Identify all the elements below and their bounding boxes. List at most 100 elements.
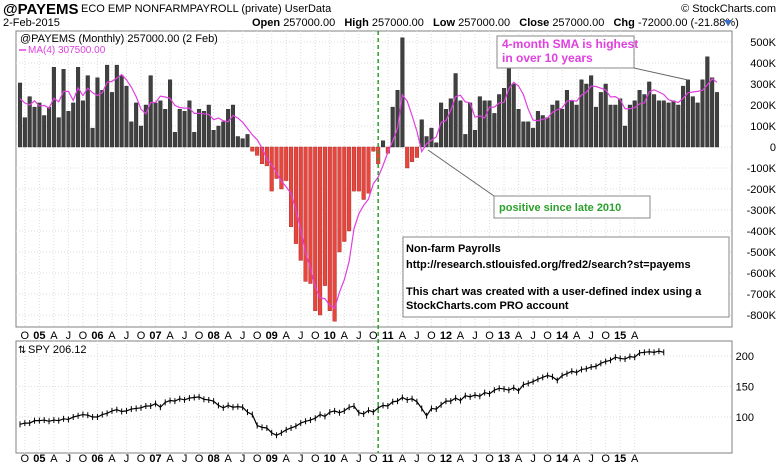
source-annotation-url: http://research.stlouisfed.org/fred2/sea… [406, 259, 691, 271]
sma-annotation-box [496, 35, 635, 69]
spy-x-tick-20: O [311, 453, 320, 465]
payroll-bar-93 [468, 102, 473, 148]
spy-x-tick-37: 14 [556, 453, 569, 465]
payroll-x-tick-1: 05 [33, 330, 45, 342]
payroll-bar-44 [230, 104, 235, 148]
payroll-bar-55 [284, 146, 289, 181]
payroll-bar-15 [90, 127, 95, 148]
open-label: Open [252, 17, 281, 29]
chg-label: Chg [613, 17, 635, 29]
payroll-bar-133 [661, 100, 666, 148]
spy-x-tick-15: J [240, 453, 246, 465]
payroll-bar-6 [47, 106, 52, 148]
stockcharts-credit: © StockCharts.com [681, 3, 776, 15]
payroll-bar-22 [124, 85, 129, 148]
payroll-y-tick-0: 500K [750, 37, 776, 49]
payroll-x-tick-10: A [166, 330, 174, 342]
payroll-bar-128 [637, 90, 642, 148]
payroll-bar-18 [105, 64, 110, 148]
payroll-bar-122 [608, 104, 613, 148]
payroll-bar-129 [642, 94, 647, 148]
spy-x-tick-1: 05 [33, 453, 45, 465]
payroll-y-tick-2: 300K [750, 79, 776, 91]
payroll-bar-5 [42, 115, 47, 148]
spy-x-tick-11: J [182, 453, 188, 465]
payroll-bar-63 [322, 146, 327, 286]
payroll-bar-9 [61, 69, 66, 148]
payroll-y-tick-3: 200K [750, 100, 776, 112]
payroll-bar-67 [342, 146, 347, 242]
payroll-x-tick-32: O [485, 330, 494, 342]
payroll-x-tick-2: A [50, 330, 58, 342]
payroll-bar-97 [487, 100, 492, 148]
payroll-bar-58 [298, 146, 303, 261]
payroll-bar-101 [506, 62, 511, 148]
payroll-y-tick-4: 100K [750, 121, 776, 133]
payroll-bar-90 [453, 73, 458, 148]
payroll-y-tick-1: 400K [750, 58, 776, 70]
payroll-bar-21 [119, 75, 124, 148]
spy-x-tick-30: A [457, 453, 465, 465]
spy-x-tick-40: O [601, 453, 610, 465]
payroll-y-tick-9: -400K [747, 226, 777, 238]
payroll-x-tick-35: J [530, 330, 536, 342]
payroll-bar-124 [618, 98, 623, 148]
payroll-bar-1 [22, 117, 27, 148]
dropdown-triangle-icon[interactable] [724, 20, 732, 26]
positive-annotation-arrow [427, 149, 495, 197]
spy-x-tick-2: A [50, 453, 58, 465]
payroll-bar-96 [482, 100, 487, 148]
high-label: High [344, 17, 369, 29]
symbol-description: ECO EMP NONFARMPAYROLL (private) UserDat… [81, 3, 331, 15]
payroll-bar-135 [671, 100, 676, 148]
payroll-bar-35 [187, 100, 192, 148]
spy-x-tick-24: O [369, 453, 378, 465]
spy-x-tick-42: A [631, 453, 639, 465]
payroll-bar-8 [56, 117, 61, 148]
spy-x-tick-39: J [588, 453, 594, 465]
payroll-bar-123 [613, 104, 618, 148]
spy-y-tick-1: 150 [736, 382, 754, 394]
payroll-bar-117 [584, 83, 589, 148]
payroll-bar-69 [351, 146, 356, 192]
spy-x-tick-12: O [195, 453, 204, 465]
payroll-x-tick-0: O [21, 330, 30, 342]
chg-value: -72000.00 (-21.88%) [637, 17, 739, 29]
source-annotation-box [402, 236, 730, 318]
payroll-bar-112 [560, 108, 565, 148]
payroll-bar-49 [255, 146, 260, 156]
payroll-bar-105 [526, 121, 531, 148]
spy-x-tick-31: J [472, 453, 478, 465]
payroll-x-tick-23: J [356, 330, 362, 342]
payroll-x-tick-7: J [124, 330, 130, 342]
low-value: 257000.00 [458, 17, 511, 29]
source-annotation-title: Non-farm Payrolls [406, 243, 501, 255]
payroll-x-tick-38: A [573, 330, 581, 342]
payroll-bar-120 [598, 92, 603, 148]
payroll-x-tick-30: A [457, 330, 465, 342]
positive-annotation-text: positive since late 2010 [499, 202, 621, 214]
payroll-bar-83 [419, 119, 424, 148]
payroll-y-tick-13: -800K [747, 310, 777, 322]
payroll-bar-41 [216, 125, 221, 148]
spy-y-tick-0: 200 [736, 351, 754, 363]
payroll-bar-142 [705, 56, 710, 148]
payroll-x-tick-39: J [588, 330, 594, 342]
quote-values: Open 257000.00 High 257000.00 Low 257000… [252, 17, 739, 29]
payroll-bar-57 [293, 146, 298, 244]
payroll-bar-30 [163, 108, 168, 148]
payroll-bar-72 [366, 146, 371, 194]
payroll-x-tick-42: A [631, 330, 639, 342]
payroll-bar-84 [424, 136, 429, 148]
payroll-bar-12 [76, 66, 81, 148]
payroll-bar-130 [647, 81, 652, 148]
symbol-title: @PAYEMS [3, 1, 79, 18]
payroll-bar-95 [477, 96, 482, 148]
description-text: ECO EMP NONFARMPAYROLL (private) [81, 3, 282, 15]
spy-x-tick-19: J [298, 453, 304, 465]
payroll-bar-139 [690, 96, 695, 148]
spy-x-tick-13: 08 [207, 453, 219, 465]
payroll-bar-38 [201, 111, 206, 148]
payroll-bar-40 [211, 129, 216, 148]
payroll-bar-62 [318, 146, 323, 316]
